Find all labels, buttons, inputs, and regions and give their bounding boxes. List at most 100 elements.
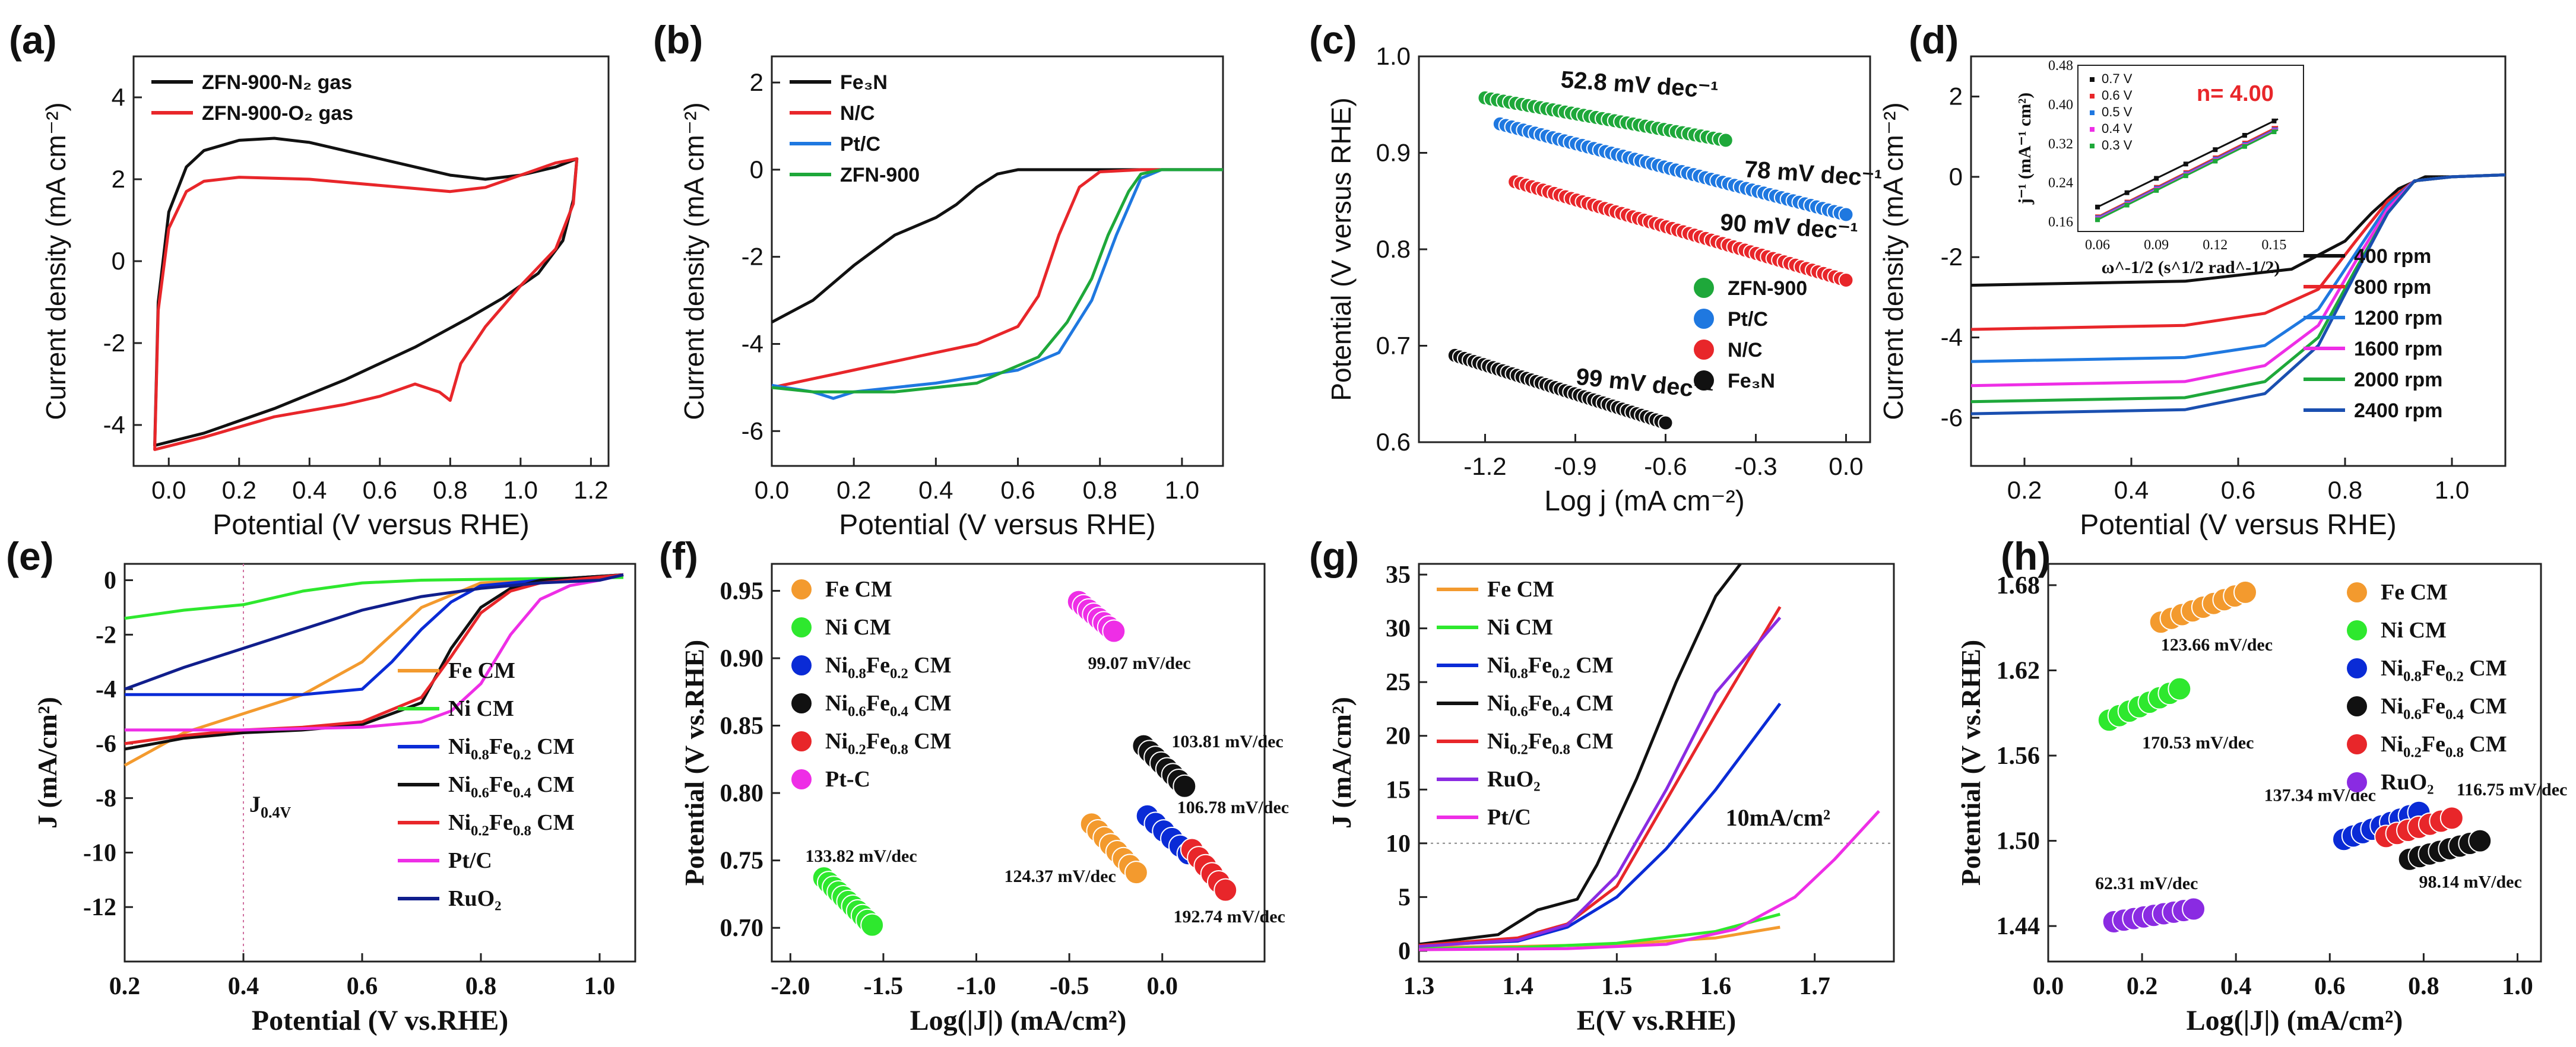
inset-point — [2154, 176, 2159, 181]
y-axis-label: J (mA/cm²) — [32, 697, 62, 829]
data-point — [1838, 207, 1854, 223]
x-axis-label: Log(|J|) (mA/cm²) — [910, 1005, 1127, 1036]
x-tick-label: 0.6 — [347, 973, 378, 1000]
x-tick-label: 1.2 — [573, 476, 608, 504]
x-tick-label: 1.0 — [503, 476, 538, 504]
panel-label: (a) — [9, 18, 57, 62]
inset-point — [2242, 144, 2247, 149]
hline-label: 10mA/cm² — [1726, 804, 1830, 831]
y-tick-label: 20 — [1386, 723, 1411, 750]
y-tick-label: 2 — [112, 165, 125, 193]
x-axis-label: Potential (V versus RHE) — [839, 509, 1156, 541]
legend-label: Ni0.6Fe0.4 CM — [825, 691, 952, 720]
y-tick-label: 2 — [1949, 83, 1963, 110]
x-tick-label: -0.3 — [1734, 452, 1777, 480]
legend-label: Fe CM — [825, 577, 892, 602]
y-tick-label: -4 — [742, 329, 763, 357]
x-tick-label: 0.8 — [433, 476, 467, 504]
y-tick-label: -6 — [742, 417, 763, 445]
y-tick-label: 0 — [1949, 163, 1963, 191]
legend-label: Ni0.2Fe0.8 CM — [448, 810, 575, 839]
x-axis-label: Potential (V vs.RHE) — [252, 1005, 508, 1036]
y-tick-label: 0.8 — [1376, 235, 1411, 263]
slope-annotation: 133.82 mV/dec — [805, 846, 917, 866]
legend-swatch — [2347, 772, 2367, 792]
x-tick-label: 0.8 — [465, 973, 497, 1000]
inset-x-tick-label: 0.15 — [2261, 237, 2286, 253]
y-tick-label: 10 — [1386, 830, 1411, 858]
legend-label: Ni CM — [825, 615, 891, 640]
y-tick-label: 15 — [1386, 776, 1411, 804]
data-point — [2439, 806, 2464, 830]
y-tick-label: 1.0 — [1376, 42, 1411, 70]
plot-frame — [1418, 563, 1895, 963]
legend-label: 1200 rpm — [2354, 307, 2442, 329]
legend-label: Pt/C — [840, 133, 880, 156]
legend-label: Fe₃N — [840, 71, 888, 94]
x-tick-label: 0.8 — [2328, 476, 2362, 504]
legend-swatch — [1694, 309, 1714, 329]
legend-label: RuO₂ — [2381, 770, 2434, 795]
legend-label: 2000 rpm — [2354, 369, 2442, 391]
series-line — [771, 168, 1223, 394]
y-tick-label: 1.56 — [1997, 743, 2040, 770]
inset-point — [2095, 204, 2100, 210]
y-tick-label: 0.75 — [720, 848, 764, 875]
y-tick-label: 1.50 — [1997, 828, 2040, 855]
y-tick-label: -10 — [83, 839, 116, 867]
x-tick-label: 0.2 — [222, 476, 256, 504]
panel-label: (h) — [2001, 534, 2051, 578]
legend-label: Pt/C — [448, 848, 492, 873]
x-tick-label: 0.2 — [109, 973, 141, 1000]
inset-y-tick-label: 0.16 — [2048, 215, 2073, 230]
x-tick-label: -0.6 — [1644, 452, 1687, 480]
y-tick-label: -2 — [96, 621, 116, 649]
legend-label: Fe CM — [2381, 580, 2448, 605]
y-tick-label: -6 — [1941, 404, 1963, 432]
y-axis-label: Potential (V versus RHE) — [1326, 97, 1357, 401]
legend-label: ZFN-900-O₂ gas — [202, 102, 353, 125]
y-tick-label: -6 — [96, 731, 116, 758]
series-line — [153, 157, 579, 451]
slope-annotation: 124.37 mV/dec — [1005, 867, 1116, 886]
data-point — [1718, 132, 1734, 148]
inset-y-tick-label: 0.32 — [2048, 137, 2073, 152]
y-tick-label: 1.62 — [1997, 657, 2040, 684]
inset-legend-label: 0.4 V — [2102, 121, 2133, 136]
x-tick-label: 1.0 — [584, 973, 616, 1000]
x-tick-label: 1.6 — [1700, 973, 1732, 1000]
series-line — [1418, 810, 1880, 951]
series-line — [1418, 606, 1782, 947]
legend-swatch — [791, 731, 812, 751]
y-tick-label: 0.80 — [720, 780, 764, 807]
inset-point — [2213, 147, 2218, 153]
y-tick-label: 0 — [112, 247, 125, 275]
legend-label: 2400 rpm — [2354, 399, 2442, 422]
legend-label: Pt-C — [825, 767, 870, 792]
y-tick-label: 25 — [1386, 669, 1411, 696]
legend-label: RuO₂ — [448, 886, 502, 911]
data-point — [2468, 829, 2492, 853]
x-tick-label: 0.4 — [2114, 476, 2149, 504]
slope-annotation: 99.07 mV/dec — [1088, 653, 1190, 673]
x-tick-label: 1.5 — [1601, 973, 1633, 1000]
x-tick-label: -1.2 — [1463, 452, 1506, 480]
y-axis-label: Current density (mA cm⁻²) — [1878, 102, 1909, 420]
series-line — [124, 573, 624, 691]
x-tick-label: -0.5 — [1050, 973, 1089, 1000]
legend-swatch — [2347, 658, 2367, 678]
x-axis-label: Log(|J|) (mA/cm²) — [2187, 1005, 2403, 1036]
x-axis-label: Potential (V versus RHE) — [213, 509, 530, 541]
legend-label: 800 rpm — [2354, 276, 2431, 299]
data-point — [1838, 272, 1854, 288]
plot-frame — [2047, 563, 2542, 963]
x-axis-label: Log j (mA cm⁻²) — [1544, 486, 1744, 517]
inset-annotation: n= 4.00 — [2197, 81, 2274, 106]
data-point — [2233, 580, 2257, 604]
x-tick-label: 0.0 — [151, 476, 186, 504]
legend-label: 1600 rpm — [2354, 338, 2442, 360]
x-tick-label: 0.0 — [1829, 452, 1863, 480]
slope-annotation: 52.8 mV dec⁻¹ — [1560, 66, 1719, 103]
series-line — [124, 573, 624, 745]
y-tick-label: -2 — [103, 329, 125, 357]
